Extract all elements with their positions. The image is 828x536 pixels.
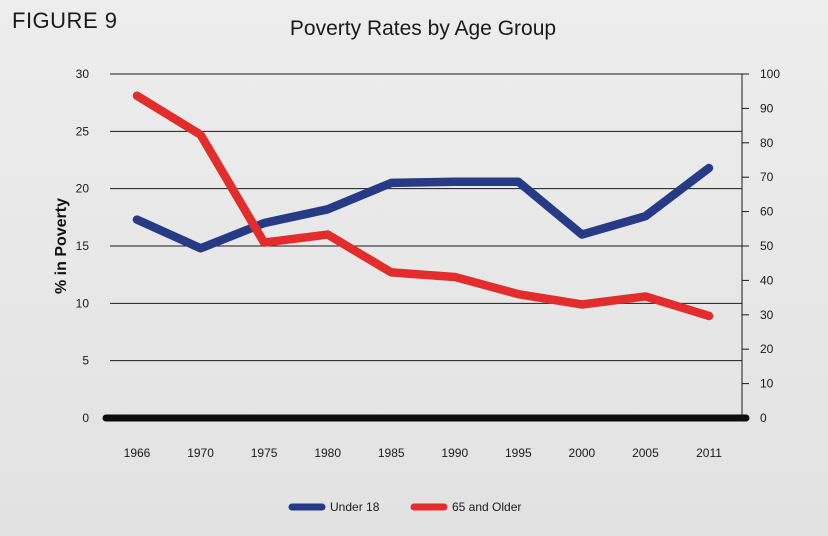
- y2-tick-label: 20: [760, 342, 774, 356]
- y-axis-label: % in Poverty: [53, 198, 70, 294]
- y-tick-label: 30: [76, 67, 90, 81]
- x-axis-ticks: 1966 1970 1975 1980 1985 1990 1995 2000 2005 2011: [124, 446, 723, 460]
- x-tick-label: 1980: [314, 446, 341, 460]
- y2-tick-label: 70: [760, 170, 774, 184]
- y-tick-label: 15: [76, 239, 90, 253]
- legend: Under 18 65 and Older: [288, 500, 521, 514]
- x-tick-label: 1990: [441, 446, 468, 460]
- y2-tick-label: 60: [760, 205, 774, 219]
- x-tick-label: 1970: [187, 446, 214, 460]
- y-tick-label: 5: [82, 354, 89, 368]
- x-tick-label: 1985: [378, 446, 405, 460]
- y2-tick-label: 90: [760, 101, 774, 115]
- series-line-under-18: [132, 163, 714, 253]
- legend-label: 65 and Older: [452, 500, 521, 514]
- y2-tick-label: 100: [760, 67, 780, 81]
- y-axis-left-ticks: 0 5 10 15 20 25 30: [76, 67, 90, 425]
- y-axis-right-ticks: 0 10 20 30 40 50 60 70 80 90 100: [742, 67, 780, 425]
- y-tick-label: 10: [76, 296, 90, 310]
- y-tick-label: 25: [76, 124, 90, 138]
- x-tick-label: 2005: [632, 446, 659, 460]
- x-tick-label: 1995: [505, 446, 532, 460]
- x-tick-label: 2000: [569, 446, 596, 460]
- y2-tick-label: 50: [760, 239, 774, 253]
- series-line-65-and-older: [132, 91, 714, 321]
- x-tick-label: 1975: [251, 446, 278, 460]
- x-tick-label: 2011: [696, 446, 722, 460]
- series-lines: [132, 91, 714, 321]
- chart-title: Poverty Rates by Age Group: [289, 17, 557, 40]
- y2-tick-label: 40: [760, 273, 774, 287]
- y-tick-label: 0: [82, 411, 89, 425]
- gridlines: [102, 73, 750, 422]
- y2-tick-label: 80: [760, 136, 774, 150]
- y2-tick-label: 0: [760, 411, 767, 425]
- x-tick-label: 1966: [124, 446, 151, 460]
- figure-label: FIGURE 9: [12, 8, 118, 33]
- y2-tick-label: 10: [760, 377, 774, 391]
- legend-label: Under 18: [330, 500, 380, 514]
- y2-tick-label: 30: [760, 308, 774, 322]
- y-tick-label: 20: [76, 182, 90, 196]
